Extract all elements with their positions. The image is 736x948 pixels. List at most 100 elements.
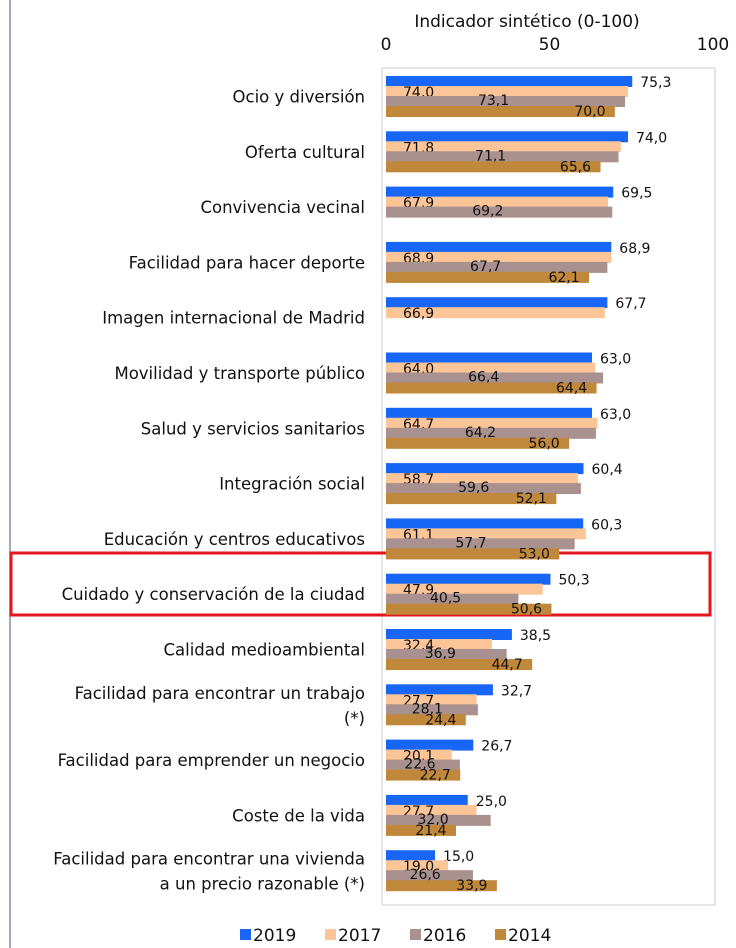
category-label: Integración social [219,475,365,494]
bar [386,407,593,419]
value-label: 15,0 [443,849,474,865]
value-label: 74,0 [636,130,667,146]
value-label: 36,9 [425,646,456,662]
bar [386,186,614,198]
value-label: 67,7 [615,296,646,312]
value-label: 69,2 [472,204,503,220]
value-label: 64,4 [556,381,587,397]
bar [386,794,468,806]
chart-title: Indicador sintético (0-100) [414,12,639,32]
value-label: 38,5 [520,628,551,644]
bar [386,483,581,495]
value-label: 66,9 [403,306,434,322]
bar [386,473,578,485]
value-label: 56,0 [529,436,560,452]
bar [386,860,449,872]
bar [386,739,474,751]
bar [386,649,507,660]
x-tick-label: 100 [697,35,729,55]
value-label: 40,5 [430,591,461,607]
bar [386,307,605,319]
bar [386,749,452,761]
bar [386,548,560,560]
bar [386,86,628,97]
bar [386,493,557,505]
category-label: Convivencia vecinal [200,198,365,217]
category-label: Facilidad para encontrar una vivienda a u… [53,849,365,893]
value-label: 68,9 [619,241,650,257]
bar [386,684,493,696]
value-label: 67,7 [470,259,501,275]
bar [386,417,598,429]
category-label: Imagen internacional de Madrid [102,309,365,328]
value-label: 32,0 [418,812,449,828]
category-label: Salud y servicios sanitarios [141,419,365,438]
value-label: 24,4 [425,712,456,728]
bar [386,880,497,892]
legend-swatch [495,929,506,940]
value-label: 32,7 [501,683,532,699]
bar [386,372,604,384]
value-label: 33,9 [456,878,487,894]
bar [386,824,456,836]
value-label: 50,6 [511,602,542,618]
bar [386,704,478,716]
value-label: 21,4 [415,823,446,839]
category-label: Ocio y diversión [233,88,365,107]
category-label-line: Facilidad para encontrar una vivienda [53,849,365,868]
bar [386,271,590,283]
legend-label: 2014 [508,926,551,946]
category-label: Facilidad para emprender un negocio [58,751,365,770]
bar [386,106,615,117]
x-tick-label: 50 [539,35,561,55]
bar [386,518,584,530]
bar [386,206,613,218]
bar [386,427,596,439]
category-label: Oferta cultural [245,143,365,162]
bar [386,603,552,615]
value-label: 73,1 [478,93,509,109]
bar [386,382,597,394]
bar [386,297,608,309]
bar [386,463,584,475]
value-label: 60,3 [591,517,622,533]
value-label: 44,7 [492,657,523,673]
category-label-line: a un precio razonable (*) [160,874,365,893]
value-label: 66,4 [468,370,499,386]
bar [386,362,596,374]
bar [386,96,626,107]
category-label: Coste de la vida [232,806,365,825]
bar [386,639,492,650]
bar [386,151,619,163]
bar [386,694,477,706]
bar [386,538,575,550]
bar [386,629,512,640]
bar [386,769,461,781]
bar [386,261,608,273]
value-label: 22,6 [404,757,435,773]
legend-label: 2016 [423,926,466,946]
legend-label: 2019 [253,926,296,946]
bar [386,870,473,882]
value-label: 25,0 [476,794,507,810]
bar [386,241,612,253]
value-label: 26,6 [410,867,441,883]
legend-label: 2017 [338,926,381,946]
value-label: 53,0 [519,546,550,562]
bar [386,141,621,153]
bar [386,131,628,143]
value-label: 22,7 [420,768,451,784]
category-label: Facilidad para encontrar un trabajo (*) [75,683,365,727]
bar [386,352,593,364]
legend-swatch [325,929,336,940]
bar [386,759,460,771]
category-label-line: Facilidad para encontrar un trabajo [75,683,365,702]
value-label: 65,6 [560,159,591,175]
bar [386,583,543,595]
bar [386,573,551,585]
highlight-box [9,551,712,617]
bar [386,593,519,605]
bar [386,251,612,263]
value-label: 69,5 [621,186,652,202]
